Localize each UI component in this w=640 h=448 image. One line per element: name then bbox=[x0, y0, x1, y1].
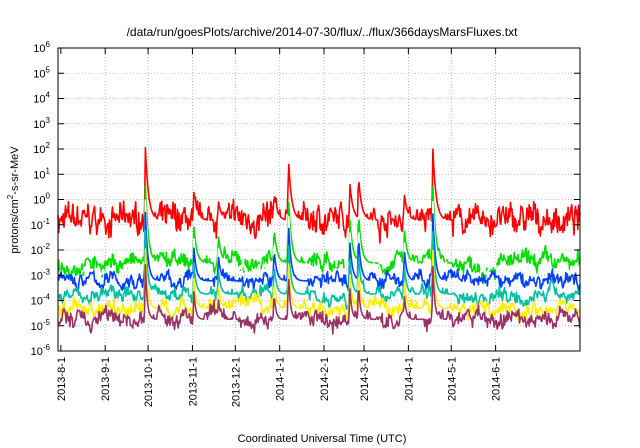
y-tick-label: 10-2 bbox=[31, 242, 51, 257]
x-tick-label: 2014-4-1 bbox=[403, 357, 415, 401]
y-tick-label: 101 bbox=[33, 166, 50, 181]
y-tick-label: 103 bbox=[33, 116, 50, 131]
y-axis-label: protons/cm2-s-sr-MeV bbox=[6, 146, 21, 254]
x-tick-label: 2014-2-1 bbox=[319, 357, 331, 401]
x-tick-label: 2014-1-1 bbox=[275, 357, 287, 401]
series-line bbox=[57, 264, 581, 335]
x-tick-label: 2013-9-1 bbox=[100, 357, 112, 401]
chart-title: /data/run/goesPlots/archive/2014-07-30/f… bbox=[127, 25, 519, 39]
x-tick-label: 2014-6-1 bbox=[491, 357, 503, 401]
y-tick-label: 106 bbox=[33, 40, 50, 55]
y-axis: 10-6 10-5 10-4 10-3 10-2 10-1 100 101 102 103 104 1… bbox=[31, 40, 580, 358]
y-tick-label: 102 bbox=[33, 141, 50, 156]
y-tick-label: 10-1 bbox=[31, 217, 51, 232]
y-tick-label: 104 bbox=[33, 91, 50, 106]
y-tick-label: 10-3 bbox=[31, 267, 51, 282]
x-tick-label: 2013-12-1 bbox=[230, 357, 242, 407]
x-tick-label: 2013-10-1 bbox=[143, 357, 155, 407]
x-tick-label: 2014-3-1 bbox=[359, 357, 371, 401]
series-line bbox=[57, 146, 581, 244]
y-tick-label: 10-6 bbox=[31, 343, 51, 358]
x-axis: 2013-8-1 2013-9-1 2013-10-1 2013-11-1 2013-1… bbox=[56, 48, 503, 407]
x-tick-label: 2013-11-1 bbox=[187, 357, 199, 406]
y-tick-label: 10-5 bbox=[31, 318, 51, 333]
y-tick-label: 10-4 bbox=[31, 293, 51, 308]
series-layer bbox=[57, 146, 581, 335]
y-tick-label: 105 bbox=[33, 65, 50, 80]
x-tick-label: 2013-8-1 bbox=[56, 357, 68, 401]
y-tick-label: 100 bbox=[33, 192, 50, 207]
x-axis-label: Coordinated Universal Time (UTC) bbox=[238, 433, 407, 445]
x-tick-label: 2014-5-1 bbox=[446, 357, 458, 401]
